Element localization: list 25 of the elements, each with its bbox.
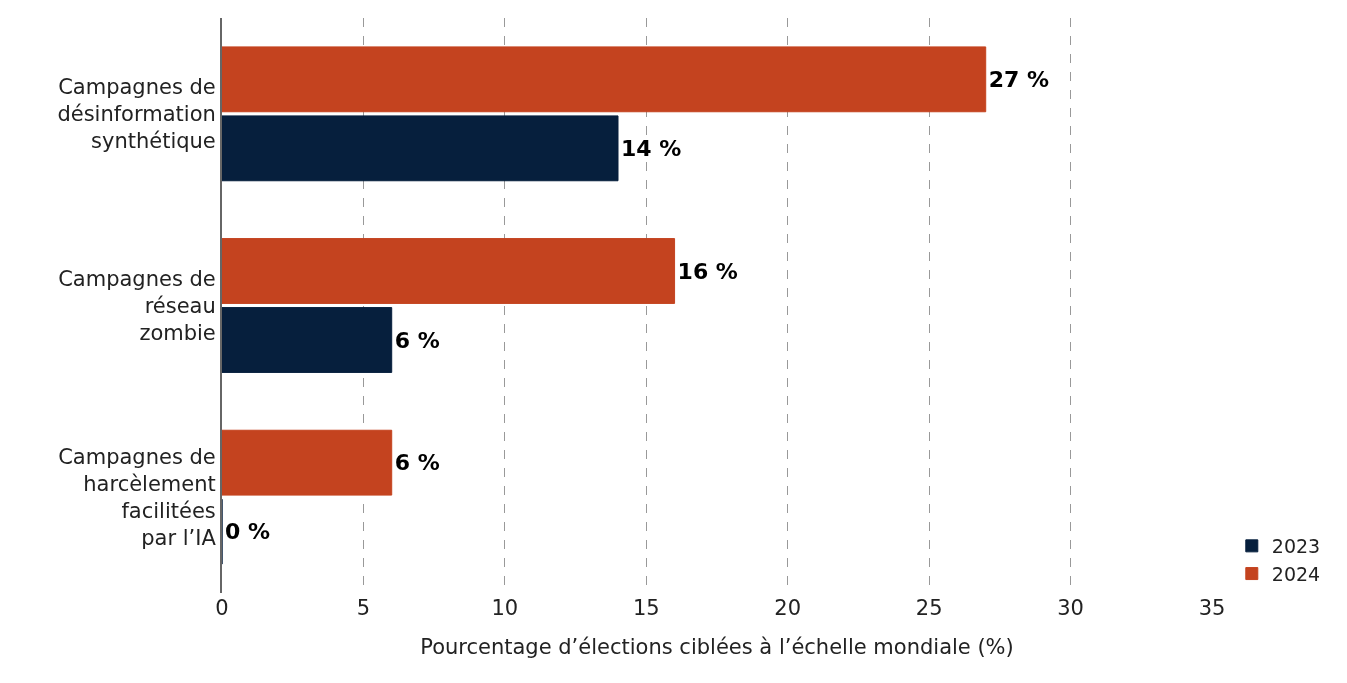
data-label: 14 %: [621, 135, 682, 161]
data-label: 6 %: [394, 327, 440, 353]
bar: [222, 115, 619, 182]
x-tick-label: 30: [1057, 596, 1084, 620]
data-label: 27 %: [988, 66, 1050, 92]
legend-label: 2024: [1271, 562, 1321, 585]
legend-label: 2023: [1271, 535, 1321, 558]
bar: [222, 307, 393, 373]
x-tick-label: 5: [356, 596, 371, 620]
bar: [222, 429, 393, 496]
y-tick-label: Campagnes de désinformation synthétique: [57, 74, 216, 154]
x-tick-label: 0: [215, 596, 229, 620]
x-tick-label: 10: [491, 596, 519, 620]
data-label: 0 %: [225, 519, 271, 545]
x-axis-title: Pourcentage d’élections ciblées à l’échelle mondiale (%): [420, 635, 1014, 660]
y-tick-label: Campagnes de réseau zombie: [58, 266, 216, 346]
bar: [222, 46, 987, 113]
data-label: 6 %: [394, 450, 440, 476]
x-tick-label: 15: [632, 596, 660, 620]
bar: [222, 238, 676, 304]
x-tick-label: 20: [774, 596, 802, 620]
data-label: 16 %: [677, 258, 738, 284]
x-tick-label: 35: [1198, 596, 1226, 620]
y-tick-label: Campagnes de harcèlement facilitées par l’IA: [58, 444, 217, 551]
x-tick-label: 25: [915, 596, 943, 620]
